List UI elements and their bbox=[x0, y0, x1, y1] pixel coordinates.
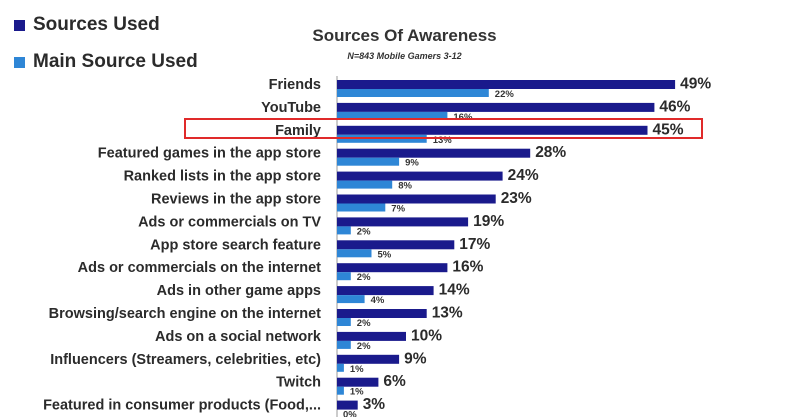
value-label-sources-used-friends: 49% bbox=[680, 76, 711, 93]
category-label-youtube: YouTube bbox=[261, 100, 321, 116]
category-label-family: Family bbox=[275, 123, 321, 139]
value-label-sources-used-app-store-search-feature: 17% bbox=[459, 236, 490, 253]
bar-main-source-used-twitch bbox=[337, 386, 344, 395]
bar-sources-used-friends bbox=[337, 80, 676, 89]
value-label-main-source-used-reviews-in-the-app-store: 7% bbox=[391, 204, 405, 215]
family-highlight-box bbox=[184, 118, 703, 139]
bar-sources-used-youtube bbox=[337, 102, 655, 112]
legend-swatch-sources-used bbox=[14, 19, 25, 31]
value-label-sources-used-youtube: 46% bbox=[659, 98, 690, 115]
bar-sources-used-browsing-search-engine-on-the-internet bbox=[337, 309, 427, 318]
bar-main-source-used-friends bbox=[337, 89, 489, 97]
legend-sources-used: Sources Used bbox=[14, 14, 160, 36]
value-label-main-source-used-browsing-search-engine-on-the-internet: 2% bbox=[357, 318, 371, 329]
category-label-ads-on-a-social-network: Ads on a social network bbox=[155, 329, 322, 345]
bar-main-source-used-browsing-search-engine-on-the-internet bbox=[337, 318, 351, 326]
category-label-friends: Friends bbox=[269, 77, 321, 93]
bar-sources-used-featured-in-consumer-products-food bbox=[337, 400, 358, 410]
value-label-sources-used-browsing-search-engine-on-the-internet: 13% bbox=[432, 305, 463, 322]
value-label-sources-used-reviews-in-the-app-store: 23% bbox=[501, 190, 532, 207]
bar-sources-used-ads-or-commercials-on-tv bbox=[337, 217, 469, 227]
bar-sources-used-influencers-streamers-celebrities-etc bbox=[337, 354, 400, 364]
bar-sources-used-ads-on-a-social-network bbox=[337, 331, 406, 341]
value-label-main-source-used-app-store-search-feature: 5% bbox=[378, 249, 392, 260]
value-label-sources-used-ads-on-a-social-network: 10% bbox=[411, 327, 442, 344]
bar-main-source-used-ads-or-commercials-on-tv bbox=[337, 226, 351, 235]
category-label-browsing-search-engine-on-the-internet: Browsing/search engine on the internet bbox=[49, 306, 321, 322]
value-label-main-source-used-ads-or-commercials-on-tv: 2% bbox=[357, 226, 371, 237]
category-label-twitch: Twitch bbox=[276, 375, 321, 391]
value-label-main-source-used-ads-or-commercials-on-the-internet: 2% bbox=[357, 272, 371, 283]
value-label-main-source-used-ads-on-a-social-network: 2% bbox=[357, 341, 371, 352]
category-label-ads-in-other-game-apps: Ads in other game apps bbox=[157, 283, 321, 299]
value-label-main-source-used-friends: 22% bbox=[495, 89, 515, 100]
bar-main-source-used-featured-games-in-the-app-store bbox=[337, 157, 400, 166]
bar-main-source-used-influencers-streamers-celebrities-etc bbox=[337, 363, 344, 372]
chart-subtitle: N=843 Mobile Gamers 3-12 bbox=[347, 51, 462, 61]
category-label-app-store-search-feature: App store search feature bbox=[150, 237, 321, 253]
bar-main-source-used-ranked-lists-in-the-app-store bbox=[337, 180, 393, 189]
value-label-sources-used-ads-in-other-game-apps: 14% bbox=[439, 282, 470, 299]
bar-main-source-used-youtube bbox=[337, 111, 448, 120]
value-label-sources-used-featured-games-in-the-app-store: 28% bbox=[535, 144, 566, 161]
bar-main-source-used-app-store-search-feature bbox=[337, 249, 372, 258]
legend-label-sources-used: Sources Used bbox=[33, 14, 160, 35]
bar-sources-used-reviews-in-the-app-store bbox=[337, 194, 496, 204]
category-label-ads-or-commercials-on-tv: Ads or commercials on TV bbox=[138, 214, 321, 230]
value-label-main-source-used-youtube: 16% bbox=[453, 112, 473, 123]
value-label-main-source-used-featured-games-in-the-app-store: 9% bbox=[405, 158, 419, 169]
bar-main-source-used-ads-in-other-game-apps bbox=[337, 295, 365, 304]
category-label-ads-or-commercials-on-the-internet: Ads or commercials on the internet bbox=[78, 260, 322, 276]
value-label-sources-used-ads-or-commercials-on-tv: 19% bbox=[473, 213, 504, 230]
bar-sources-used-featured-games-in-the-app-store bbox=[337, 148, 531, 158]
bar-sources-used-app-store-search-feature bbox=[337, 240, 455, 250]
value-label-main-source-used-twitch: 1% bbox=[350, 387, 364, 398]
bar-sources-used-twitch bbox=[337, 377, 379, 387]
chart-title: Sources Of Awareness bbox=[312, 26, 497, 45]
legend-label-main-source-used: Main Source Used bbox=[33, 51, 198, 72]
value-label-sources-used-influencers-streamers-celebrities-etc: 9% bbox=[404, 350, 427, 367]
legend-main-source-used: Main Source Used bbox=[14, 51, 198, 73]
value-label-main-source-used-family: 13% bbox=[433, 135, 453, 146]
legend-swatch-main-source-used bbox=[14, 56, 25, 68]
bar-main-source-used-reviews-in-the-app-store bbox=[337, 203, 386, 212]
bar-sources-used-family bbox=[337, 125, 648, 135]
category-label-featured-games-in-the-app-store: Featured games in the app store bbox=[98, 146, 321, 162]
value-label-sources-used-ads-or-commercials-on-the-internet: 16% bbox=[452, 259, 483, 276]
value-label-sources-used-featured-in-consumer-products-food: 3% bbox=[363, 396, 386, 413]
value-label-main-source-used-featured-in-consumer-products-food: 0% bbox=[343, 410, 357, 417]
bar-main-source-used-ads-on-a-social-network bbox=[337, 340, 351, 349]
value-label-sources-used-twitch: 6% bbox=[383, 373, 406, 390]
bar-sources-used-ranked-lists-in-the-app-store bbox=[337, 171, 503, 181]
category-label-influencers-streamers-celebrities-etc: Influencers (Streamers, celebrities, etc… bbox=[50, 352, 321, 368]
bar-sources-used-ads-in-other-game-apps bbox=[337, 286, 434, 296]
value-label-main-source-used-ranked-lists-in-the-app-store: 8% bbox=[398, 181, 412, 192]
value-label-sources-used-family: 45% bbox=[653, 121, 684, 138]
bar-sources-used-ads-or-commercials-on-the-internet bbox=[337, 263, 448, 273]
value-label-sources-used-ranked-lists-in-the-app-store: 24% bbox=[508, 167, 539, 184]
category-label-ranked-lists-in-the-app-store: Ranked lists in the app store bbox=[124, 169, 321, 185]
value-label-main-source-used-ads-in-other-game-apps: 4% bbox=[371, 295, 385, 306]
value-label-main-source-used-influencers-streamers-celebrities-etc: 1% bbox=[350, 364, 364, 375]
bar-main-source-used-ads-or-commercials-on-the-internet bbox=[337, 272, 351, 281]
category-label-reviews-in-the-app-store: Reviews in the app store bbox=[151, 192, 321, 208]
category-label-featured-in-consumer-products-food: Featured in consumer products (Food,... bbox=[43, 398, 321, 414]
